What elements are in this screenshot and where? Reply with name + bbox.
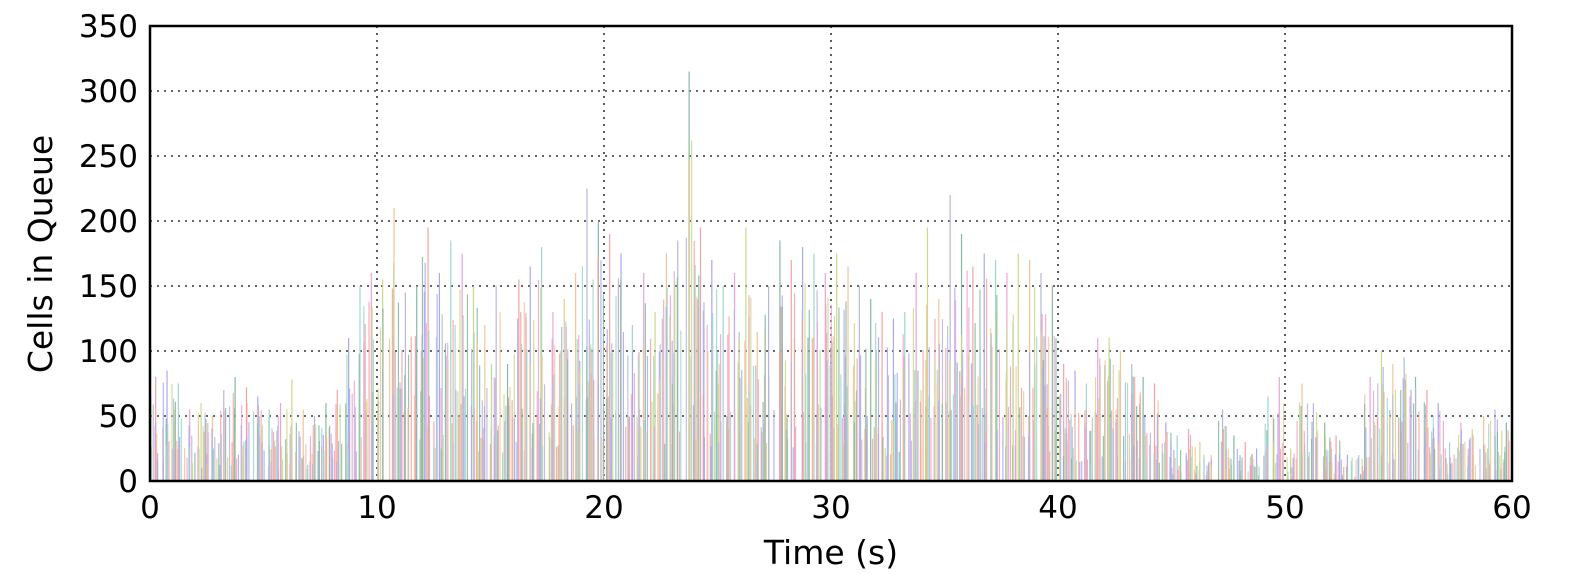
y-tick-label: 300 bbox=[79, 74, 138, 110]
x-tick-label: 40 bbox=[1038, 490, 1077, 526]
y-axis-title: Cells in Queue bbox=[21, 135, 60, 373]
y-tick-label: 250 bbox=[79, 139, 138, 175]
x-tick-label: 0 bbox=[140, 490, 160, 526]
plot-frame bbox=[148, 24, 1514, 483]
x-tick-label: 60 bbox=[1492, 490, 1531, 526]
y-tick-label: 50 bbox=[99, 399, 138, 435]
y-tick-label: 150 bbox=[79, 269, 138, 305]
queue-spikes bbox=[150, 71, 1510, 481]
y-tick-label: 200 bbox=[79, 204, 138, 240]
y-tick-labels: 0 50 100 150 200 250 300 350 bbox=[79, 9, 138, 500]
x-tick-label: 20 bbox=[584, 490, 623, 526]
x-tick-labels: 0 10 20 30 40 50 60 bbox=[140, 490, 1532, 526]
y-tick-label: 0 bbox=[118, 464, 138, 500]
y-tick-label: 350 bbox=[79, 9, 138, 45]
x-axis-title: Time (s) bbox=[763, 533, 898, 572]
x-tick-label: 50 bbox=[1265, 490, 1304, 526]
x-tick-label: 30 bbox=[811, 490, 850, 526]
x-tick-label: 10 bbox=[357, 490, 396, 526]
y-tick-label: 100 bbox=[79, 334, 138, 370]
